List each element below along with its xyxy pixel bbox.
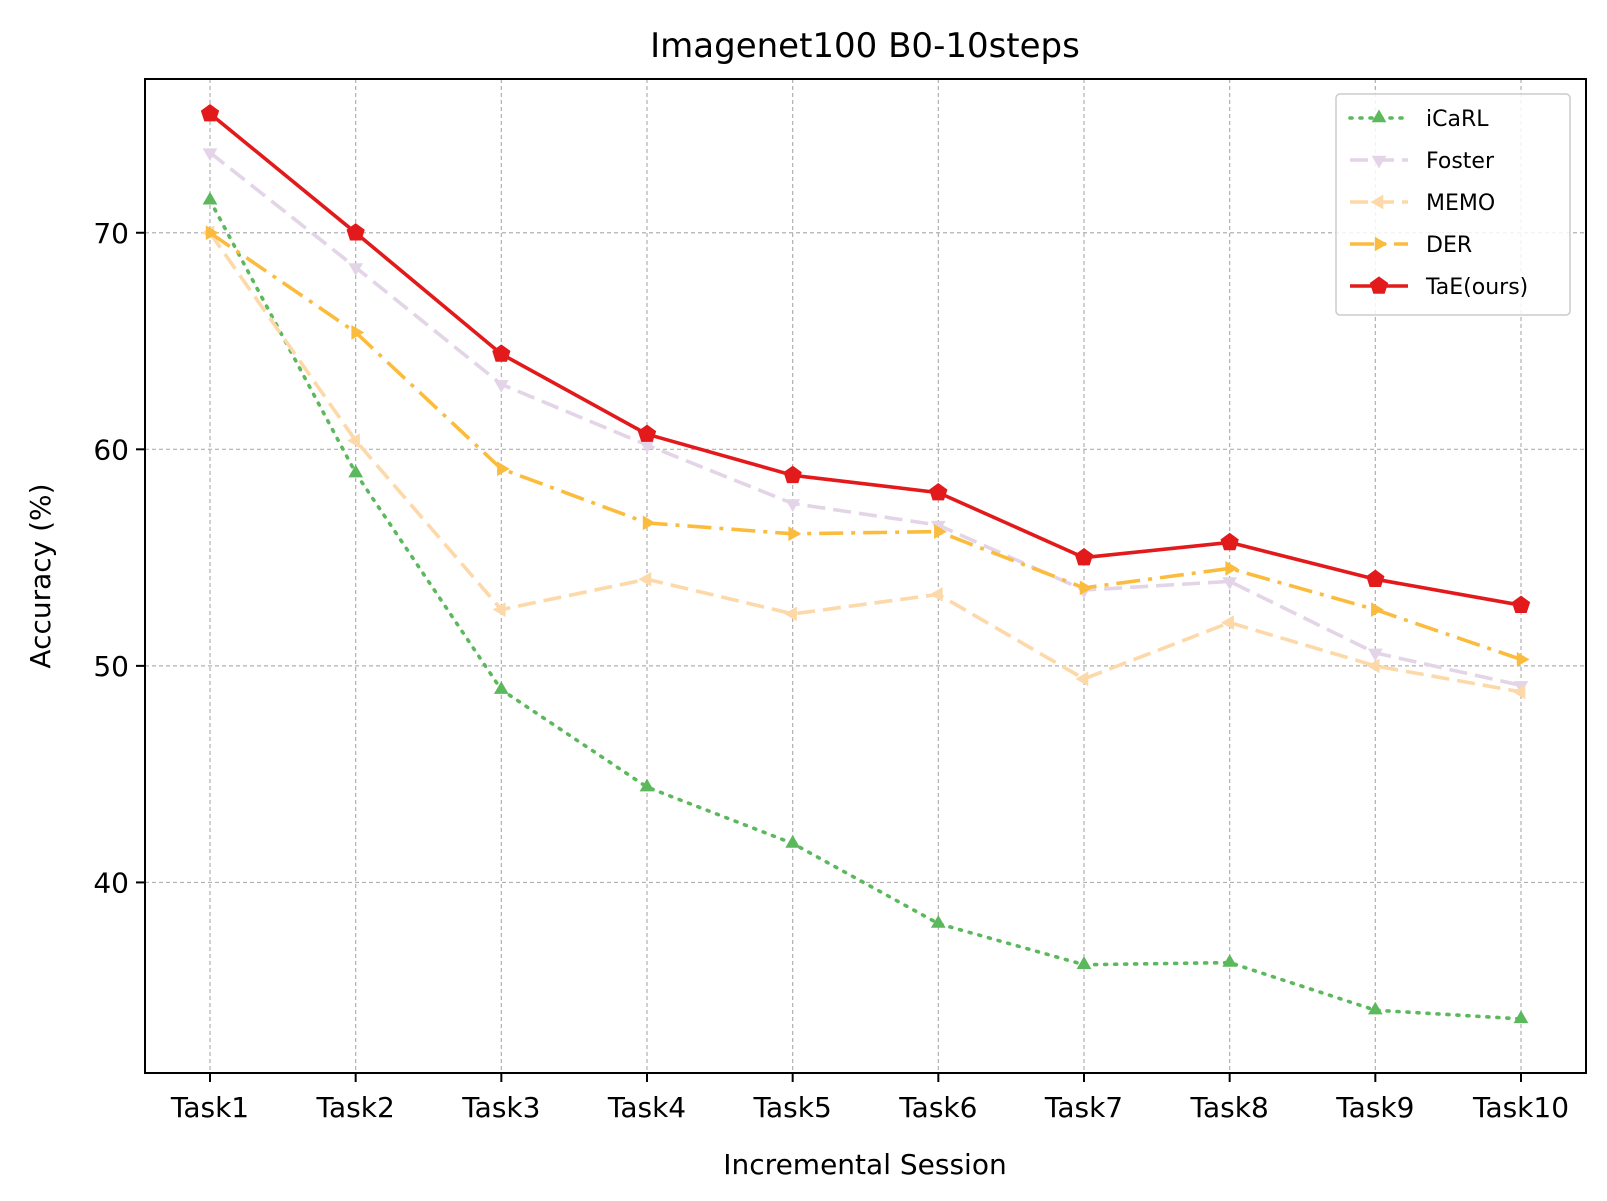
data-point-tae-ours-task10 — [1511, 595, 1531, 613]
x-tick-label-task2: Task2 — [316, 1091, 395, 1124]
legend-label-der: DER — [1426, 233, 1472, 258]
data-point-foster-task5 — [785, 499, 801, 513]
series-line-tae-ours — [208, 112, 1522, 607]
legend-item-icarl: iCaRL — [1348, 107, 1489, 132]
series-memo — [201, 225, 1526, 700]
data-point-icarl-task3 — [493, 681, 509, 694]
data-point-icarl-task6 — [930, 915, 946, 928]
data-point-tae-ours-task8 — [1220, 532, 1239, 551]
y-axis-label: Accuracy (%) — [24, 483, 57, 668]
y-tick-label-50: 50 — [93, 650, 129, 683]
data-point-foster-task2 — [348, 263, 364, 276]
data-point-icarl-task1 — [202, 191, 218, 205]
data-point-memo-task8 — [1221, 615, 1234, 630]
x-tick-label-task9: Task9 — [1335, 1091, 1414, 1124]
legend-marker-tae-ours — [1369, 276, 1389, 294]
data-point-foster-task8 — [1222, 577, 1238, 590]
data-point-memo-task4 — [638, 571, 652, 587]
series-line-der — [208, 231, 1522, 662]
series-der — [205, 225, 1530, 667]
x-tick-label-task3: Task3 — [461, 1091, 540, 1124]
legend-item-der: DER — [1350, 233, 1472, 258]
series-line-icarl — [208, 198, 1523, 1021]
data-point-tae-ours-task7 — [1074, 547, 1094, 566]
legend-item-foster: Foster — [1350, 149, 1495, 174]
data-point-tae-ours-task9 — [1366, 569, 1385, 587]
data-point-icarl-task2 — [348, 464, 364, 478]
legend-box — [1335, 93, 1571, 316]
series-line-foster — [208, 151, 1522, 688]
legend: iCaRL Foster MEMO DER TaE(ours) — [1335, 93, 1571, 316]
data-point-memo-task7 — [1075, 671, 1089, 687]
data-point-tae-ours-task2 — [346, 223, 365, 241]
x-tick-label-task10: Task10 — [1472, 1091, 1569, 1124]
data-point-der-task9 — [1371, 602, 1384, 617]
data-point-der-task8 — [1225, 561, 1239, 576]
legend-label-memo: MEMO — [1426, 191, 1495, 216]
x-tick-label-task8: Task8 — [1190, 1091, 1269, 1124]
data-point-der-task7 — [1079, 580, 1093, 596]
data-point-der-task4 — [642, 515, 656, 531]
data-point-tae-ours-task6 — [929, 482, 948, 501]
x-axis-label: Incremental Session — [723, 1148, 1006, 1181]
data-point-memo-task5 — [784, 606, 797, 622]
series-line-memo — [208, 231, 1522, 694]
legend-item-tae-ours: TaE(ours) — [1350, 275, 1528, 300]
data-point-foster-task3 — [493, 380, 509, 393]
data-point-der-task2 — [351, 325, 365, 340]
data-point-der-task10 — [1516, 652, 1530, 667]
data-point-foster-task9 — [1367, 648, 1383, 662]
data-point-icarl-task10 — [1513, 1010, 1529, 1024]
x-tick-label-task5: Task5 — [753, 1091, 832, 1124]
data-point-der-task1 — [205, 225, 219, 241]
legend-marker-der — [1374, 236, 1388, 252]
legend-label-icarl: iCaRL — [1426, 107, 1489, 132]
x-tick-label-task7: Task7 — [1044, 1091, 1123, 1124]
legend-label-foster: Foster — [1426, 149, 1495, 174]
data-point-der-task5 — [788, 526, 802, 542]
data-point-icarl-task9 — [1367, 1001, 1383, 1015]
plot-frame — [144, 78, 1587, 1074]
data-point-der-task6 — [934, 524, 947, 539]
data-point-foster-task1 — [202, 148, 218, 162]
y-tick-label-60: 60 — [93, 433, 129, 466]
data-point-memo-task10 — [1512, 684, 1526, 700]
legend-item-memo: MEMO — [1350, 191, 1495, 216]
data-point-icarl-task4 — [639, 778, 655, 792]
data-point-icarl-task8 — [1222, 954, 1238, 967]
legend-label-tae-ours: TaE(ours) — [1425, 275, 1528, 300]
y-tick-label-40: 40 — [93, 866, 129, 899]
chart-title: Imagenet100 B0-10steps — [650, 26, 1080, 66]
data-point-memo-task9 — [1366, 658, 1380, 674]
data-point-icarl-task5 — [785, 834, 801, 848]
data-point-tae-ours-task5 — [783, 465, 802, 484]
data-point-memo-task3 — [492, 602, 506, 617]
legend-marker-foster — [1371, 155, 1387, 169]
data-point-memo-task2 — [347, 433, 360, 448]
x-tick-label-task6: Task6 — [898, 1091, 977, 1124]
legend-marker-memo — [1370, 194, 1384, 210]
legend-marker-icarl — [1371, 109, 1387, 123]
data-point-tae-ours-task1 — [200, 103, 220, 122]
data-point-der-task3 — [497, 461, 510, 477]
y-tick-label-70: 70 — [93, 217, 129, 250]
data-point-icarl-task7 — [1076, 956, 1092, 969]
series-icarl — [202, 191, 1529, 1024]
data-point-tae-ours-task3 — [492, 344, 511, 362]
data-point-tae-ours-task4 — [637, 424, 657, 442]
series-tae-ours — [200, 103, 1531, 613]
x-tick-label-task1: Task1 — [170, 1091, 249, 1124]
x-tick-label-task4: Task4 — [607, 1091, 686, 1124]
data-point-memo-task6 — [929, 587, 943, 602]
